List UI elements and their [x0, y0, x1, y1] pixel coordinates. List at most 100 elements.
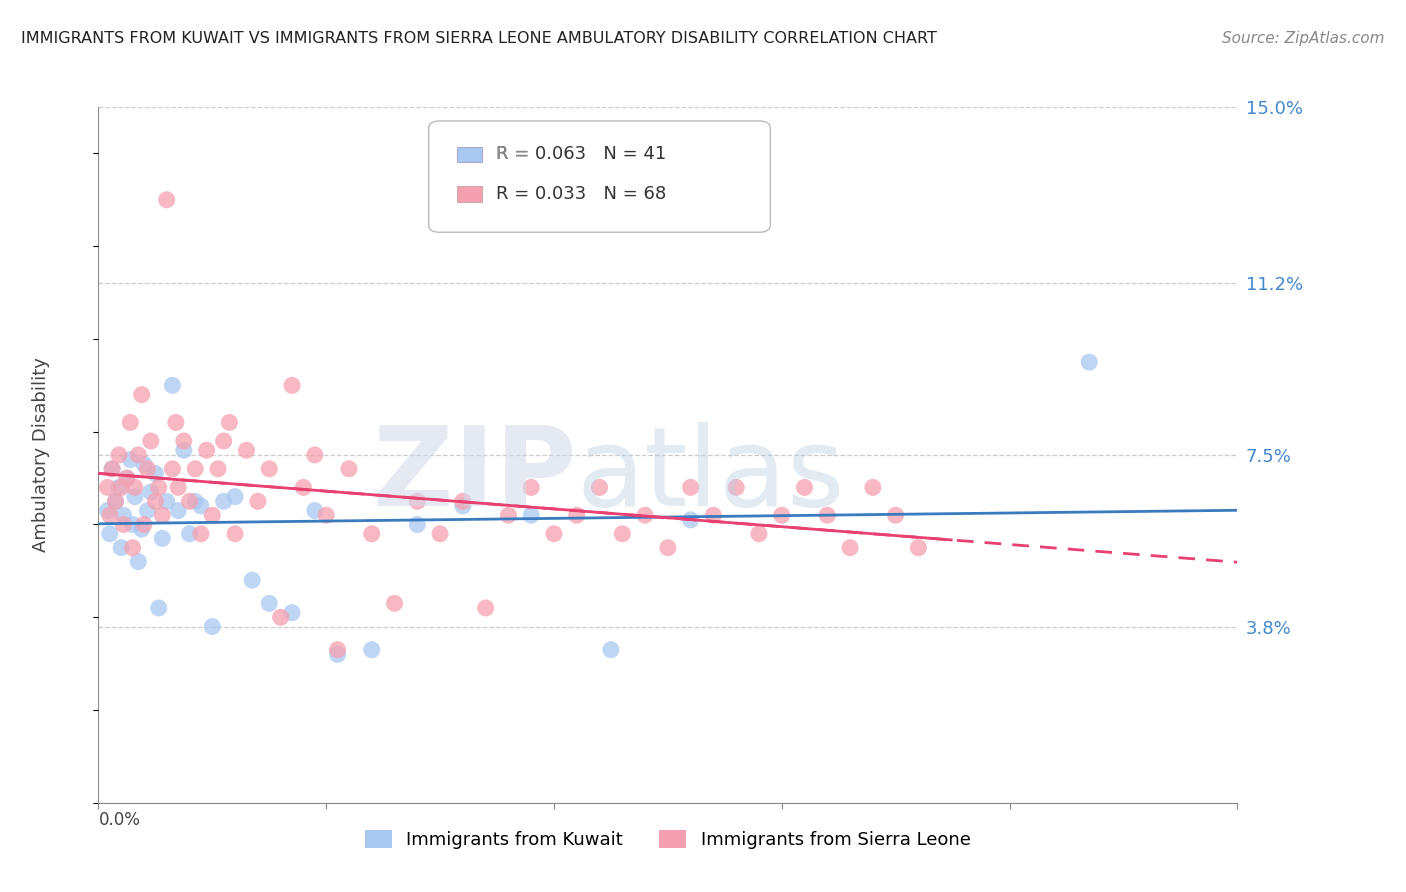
Point: [292, 480, 315, 494]
Point: [127, 555, 149, 569]
Point: [246, 494, 269, 508]
Point: [360, 526, 382, 541]
Point: [201, 508, 224, 523]
Point: [195, 443, 218, 458]
Point: [110, 480, 132, 494]
Point: [725, 480, 748, 494]
Point: [884, 508, 907, 523]
Point: [360, 642, 382, 657]
Point: [148, 601, 170, 615]
Point: [98, 526, 121, 541]
Point: [110, 541, 132, 555]
Point: [136, 462, 159, 476]
Point: [406, 494, 429, 508]
Point: [451, 499, 474, 513]
Point: [588, 480, 610, 494]
Point: [132, 457, 155, 471]
Point: [121, 541, 143, 555]
Point: [679, 480, 702, 494]
Point: [145, 494, 167, 508]
Bar: [457, 146, 482, 162]
Point: [212, 434, 235, 448]
Point: [145, 467, 167, 481]
Point: [131, 387, 153, 401]
Point: [162, 462, 184, 476]
Point: [101, 462, 124, 476]
Point: [190, 499, 212, 513]
FancyBboxPatch shape: [429, 121, 770, 232]
Point: [815, 508, 838, 523]
Point: [679, 513, 702, 527]
Point: [218, 416, 240, 430]
Bar: [457, 186, 482, 202]
Point: [173, 443, 195, 458]
Point: [167, 503, 190, 517]
Point: [612, 526, 634, 541]
Point: [96, 480, 118, 494]
Point: [150, 532, 173, 546]
Point: [132, 517, 155, 532]
Point: [907, 541, 929, 555]
Point: [104, 494, 127, 508]
Point: [98, 508, 121, 523]
Point: [212, 494, 235, 508]
Point: [224, 526, 246, 541]
Point: [150, 508, 173, 523]
Point: [793, 480, 815, 494]
Point: [190, 526, 212, 541]
Point: [124, 490, 146, 504]
Point: [770, 508, 793, 523]
Point: [139, 434, 162, 448]
Point: [326, 648, 349, 662]
Point: [108, 480, 131, 494]
Point: [179, 494, 201, 508]
Point: [702, 508, 724, 523]
Point: [304, 503, 326, 517]
Point: [240, 573, 263, 587]
Point: [108, 448, 131, 462]
Point: [565, 508, 588, 523]
Legend: Immigrants from Kuwait, Immigrants from Sierra Leone: Immigrants from Kuwait, Immigrants from …: [357, 822, 979, 856]
Point: [167, 480, 190, 494]
Text: ZIP: ZIP: [374, 422, 576, 529]
Point: [112, 508, 135, 523]
Point: [1078, 355, 1101, 369]
Point: [131, 522, 153, 536]
Point: [201, 619, 224, 633]
Point: [120, 416, 142, 430]
Point: [184, 462, 207, 476]
Point: [337, 462, 360, 476]
Point: [235, 443, 257, 458]
Text: 0.0%: 0.0%: [98, 811, 141, 830]
Point: [136, 503, 159, 517]
Point: [156, 494, 179, 508]
Text: atlas: atlas: [576, 422, 845, 529]
Point: [451, 494, 474, 508]
Point: [139, 485, 162, 500]
Text: Source: ZipAtlas.com: Source: ZipAtlas.com: [1222, 31, 1385, 46]
Point: [634, 508, 657, 523]
Point: [270, 610, 292, 624]
Point: [259, 462, 281, 476]
Point: [179, 526, 201, 541]
Point: [315, 508, 337, 523]
Point: [429, 526, 451, 541]
Point: [112, 517, 135, 532]
Point: [224, 490, 246, 504]
Point: [148, 480, 170, 494]
Point: [165, 416, 187, 430]
Point: [281, 606, 304, 620]
Point: [127, 448, 149, 462]
Point: [104, 494, 127, 508]
Point: [384, 596, 406, 610]
Point: [184, 494, 207, 508]
Text: R = 0.033   N = 68: R = 0.033 N = 68: [496, 185, 666, 203]
Text: Ambulatory Disability: Ambulatory Disability: [32, 358, 51, 552]
Point: [326, 642, 349, 657]
Point: [156, 193, 179, 207]
Point: [520, 508, 543, 523]
Point: [115, 471, 138, 485]
Point: [498, 508, 520, 523]
Point: [121, 517, 143, 532]
Point: [281, 378, 304, 392]
